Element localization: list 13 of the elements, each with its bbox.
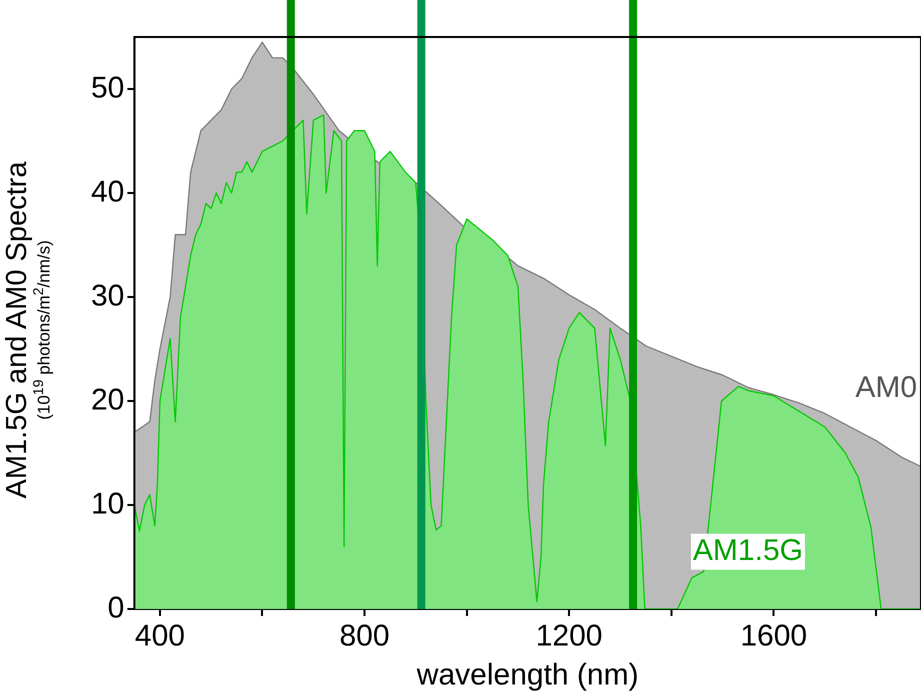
- series-label: AM0: [855, 371, 918, 404]
- x-tick-label: 400: [134, 619, 185, 652]
- x-tick-label: 1200: [536, 619, 602, 652]
- y-tick-label: 30: [90, 279, 124, 312]
- x-tick-label: 800: [339, 619, 390, 652]
- series-label: AM1.5G: [692, 534, 803, 568]
- y-tick-label: 0: [108, 591, 124, 624]
- y-tick-label: 10: [90, 487, 124, 520]
- y-tick-label: 20: [90, 383, 124, 416]
- y-tick-label: 50: [90, 71, 124, 104]
- y-tick-label: 40: [90, 175, 124, 208]
- x-axis-title: wavelength (nm): [416, 658, 639, 692]
- x-tick-label: 1600: [740, 619, 808, 652]
